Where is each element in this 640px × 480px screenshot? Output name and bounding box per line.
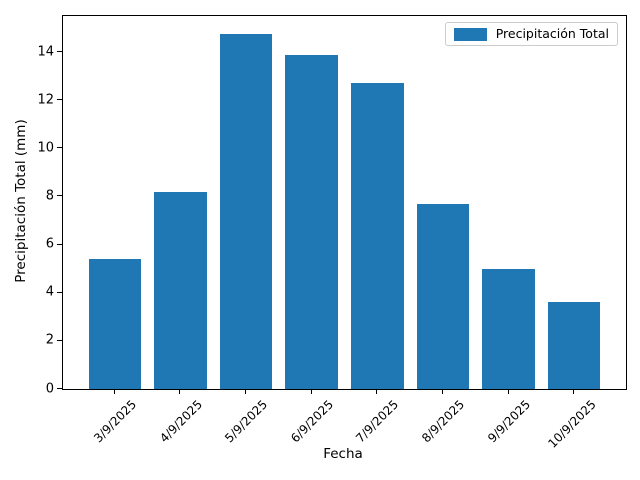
bar-10/9/2025 bbox=[547, 302, 601, 389]
bar-9/9/2025 bbox=[482, 268, 535, 389]
y-tick-mark bbox=[57, 243, 62, 245]
y-tick-mark bbox=[57, 99, 62, 101]
x-axis-label: Fecha bbox=[323, 446, 363, 462]
y-tick-mark bbox=[57, 339, 62, 341]
plot-area: Precipitación Total bbox=[62, 15, 627, 390]
x-tick-mark bbox=[507, 389, 509, 394]
y-tick-label: 6 bbox=[45, 236, 54, 252]
x-tick-label: 6/9/2025 bbox=[287, 397, 336, 446]
legend-label: Precipitación Total bbox=[495, 26, 609, 41]
x-tick-label: 3/9/2025 bbox=[91, 397, 140, 446]
x-tick-label: 8/9/2025 bbox=[419, 397, 468, 446]
legend-swatch-icon bbox=[453, 27, 487, 41]
y-tick-label: 4 bbox=[45, 284, 54, 300]
y-tick-mark bbox=[57, 51, 62, 53]
legend: Precipitación Total bbox=[444, 22, 618, 46]
x-tick-mark bbox=[113, 389, 115, 394]
x-tick-label: 5/9/2025 bbox=[222, 397, 271, 446]
x-tick-mark bbox=[441, 389, 443, 394]
bar-7/9/2025 bbox=[351, 83, 404, 389]
y-tick-mark bbox=[57, 291, 62, 293]
y-tick-mark bbox=[57, 195, 62, 197]
x-tick-label: 9/9/2025 bbox=[484, 397, 533, 446]
x-tick-mark bbox=[573, 389, 575, 394]
bar-6/9/2025 bbox=[285, 54, 338, 389]
bar-3/9/2025 bbox=[88, 259, 142, 389]
y-tick-mark bbox=[57, 147, 62, 149]
y-tick-label: 0 bbox=[45, 381, 54, 396]
x-tick-mark bbox=[245, 389, 247, 394]
bar-5/9/2025 bbox=[219, 34, 273, 389]
y-tick-label: 8 bbox=[45, 188, 54, 204]
x-tick-mark bbox=[376, 389, 378, 394]
x-tick-label: 7/9/2025 bbox=[353, 397, 402, 446]
x-tick-mark bbox=[310, 389, 312, 394]
x-tick-label: 4/9/2025 bbox=[156, 397, 205, 446]
x-tick-label: 10/9/2025 bbox=[544, 397, 599, 451]
y-tick-label: 2 bbox=[45, 332, 54, 348]
y-tick-label: 10 bbox=[37, 140, 54, 156]
bar-8/9/2025 bbox=[416, 203, 470, 389]
y-tick-mark bbox=[57, 388, 62, 389]
x-tick-mark bbox=[179, 389, 181, 394]
y-tick-label: 12 bbox=[37, 92, 54, 108]
bar-4/9/2025 bbox=[154, 191, 207, 389]
y-tick-label: 14 bbox=[37, 44, 54, 60]
